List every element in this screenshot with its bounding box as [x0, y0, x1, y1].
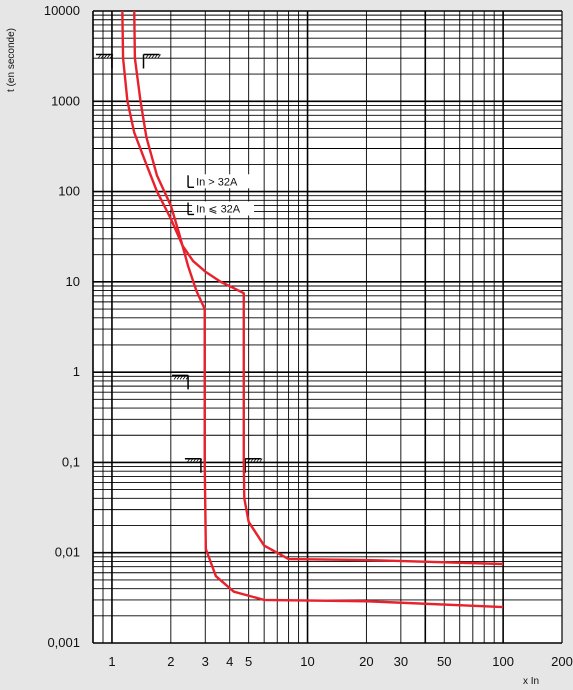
- hatch-stroke: [258, 458, 263, 463]
- y-tick-label: 0,1: [62, 454, 80, 469]
- hatch-mark-3: [172, 374, 190, 390]
- hatch-stroke: [249, 458, 254, 463]
- major-grid: [92, 10, 563, 644]
- callouts: In > 32A In ⩽ 32A: [187, 174, 255, 216]
- hatch-stroke: [97, 54, 102, 59]
- x-axis-label: x In: [523, 676, 539, 687]
- hatch-stroke: [198, 458, 203, 463]
- x-tick-label: 2: [167, 654, 174, 669]
- minor-grid: [92, 11, 563, 643]
- hatch-mark-4: [184, 457, 203, 473]
- hatch-stroke: [186, 458, 191, 463]
- tolerance-hatch-marks: [95, 53, 263, 473]
- series-line-1: [121, 10, 504, 566]
- y-tick-label: 0,001: [47, 635, 80, 650]
- hatch-stroke: [189, 458, 194, 463]
- x-tick-label: 100: [492, 654, 514, 669]
- tick-labels: 1 2 3 4 5 10 20 30 50 100 200 10000 1000 100 10 1 0,1 0,0…: [44, 3, 573, 669]
- hatch-stroke: [185, 375, 190, 380]
- hatch-stroke: [182, 375, 187, 380]
- x-tick-label: 30: [394, 654, 408, 669]
- x-tick-label: 5: [245, 654, 252, 669]
- callout-bg: [192, 201, 255, 216]
- hatch-stroke: [154, 54, 158, 59]
- hatch-stroke: [109, 54, 114, 59]
- y-tick-label: 1000: [51, 93, 80, 108]
- hatch-stroke: [173, 375, 178, 380]
- hatch-stroke: [148, 54, 152, 59]
- x-tick-label: 200: [551, 654, 573, 669]
- callout-2: In ⩽ 32A: [187, 201, 255, 216]
- callout-label: In ⩽ 32A: [196, 203, 241, 215]
- hatch-stroke: [179, 375, 184, 380]
- hatch-stroke: [255, 458, 260, 463]
- callout-1: In > 32A: [187, 174, 255, 189]
- callout-bg: [192, 174, 255, 189]
- y-tick-label: 10000: [44, 3, 80, 18]
- hatch-stroke: [106, 54, 111, 59]
- hatch-mark-5: [244, 457, 263, 473]
- x-tick-label: 50: [437, 654, 451, 669]
- hatch-mark-1: [95, 53, 114, 69]
- series-line-2: [133, 10, 504, 609]
- x-tick-label: 4: [226, 654, 233, 669]
- hatch-stroke: [145, 54, 149, 59]
- hatch-stroke: [100, 54, 105, 59]
- y-tick-label: 1: [73, 364, 80, 379]
- y-tick-label: 100: [58, 184, 80, 199]
- y-tick-label: 10: [66, 274, 80, 289]
- y-tick-label: 0,01: [55, 545, 80, 560]
- hatch-stroke: [252, 458, 257, 463]
- hatch-stroke: [151, 54, 155, 59]
- hatch-stroke: [246, 458, 251, 463]
- x-tick-label: 3: [202, 654, 209, 669]
- hatch-stroke: [103, 54, 108, 59]
- x-tick-label: 1: [108, 654, 115, 669]
- hatch-stroke: [195, 458, 200, 463]
- callout-label: In > 32A: [196, 176, 238, 188]
- hatch-stroke: [157, 54, 161, 59]
- hatch-stroke: [192, 458, 197, 463]
- x-tick-label: 10: [300, 654, 314, 669]
- series-group: [121, 10, 504, 609]
- hatch-stroke: [176, 375, 181, 380]
- x-tick-label: 20: [359, 654, 373, 669]
- y-axis-label: t (en seconde): [6, 28, 17, 92]
- hatch-mark-2: [142, 53, 161, 69]
